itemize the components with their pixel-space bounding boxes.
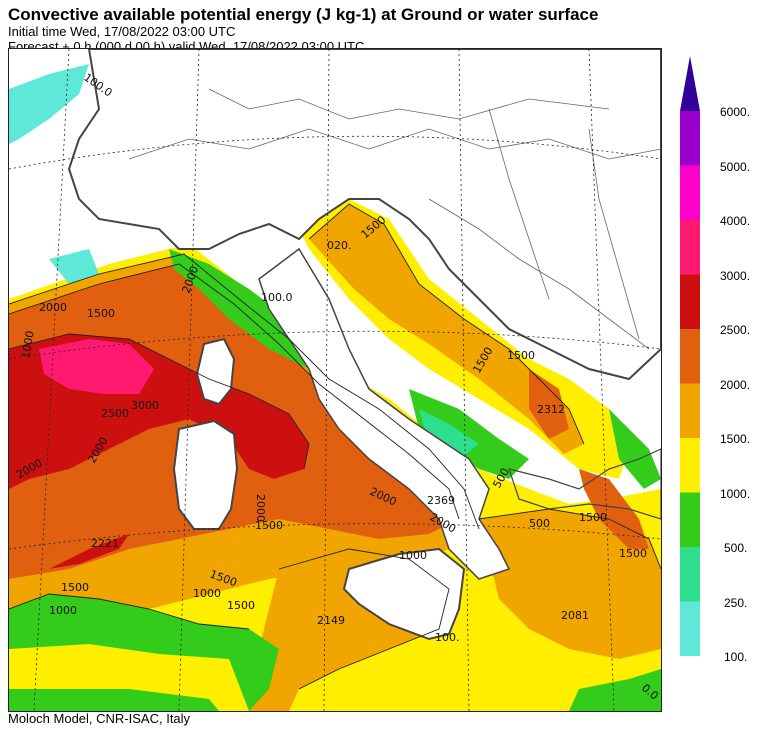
colorbar-label: 500. (724, 541, 748, 555)
contour-label: 2312 (537, 403, 565, 416)
colorbar-label: 250. (724, 595, 748, 610)
contour-label: 500 (529, 517, 550, 530)
contour-label: 100. (435, 631, 460, 644)
map-canvas: 100.0 100.0 1000 1500 2000 2000 2500 300… (9, 49, 661, 711)
map-title: Convective available potential energy (J… (8, 5, 599, 24)
contour-label: 1500 (619, 547, 647, 560)
header: Convective available potential energy (J… (8, 6, 598, 53)
contour-label: 2500 (101, 407, 129, 420)
colorbar-swatch (680, 547, 700, 602)
colorbar-swatch (680, 111, 700, 166)
colorbar-swatch (680, 220, 700, 275)
colorbar-swatches (680, 56, 700, 656)
colorbar-label: 2500. (720, 323, 751, 337)
colorbar-swatch (680, 56, 700, 111)
colorbar (680, 50, 700, 656)
contour-label: 2221 (91, 537, 119, 550)
contour-label: 1000 (193, 587, 221, 600)
contour-label: 1500 (255, 519, 283, 532)
colorbar-swatch (680, 165, 700, 220)
contour-label: 1500 (579, 511, 607, 524)
colorbar-swatch (680, 329, 700, 384)
contour-label: 2081 (561, 609, 589, 622)
contour-label: 1000 (49, 604, 77, 617)
colorbar-swatch (680, 383, 700, 438)
colorbar-label: 3000. (720, 268, 751, 283)
country-borders (128, 88, 661, 350)
colorbar-label: 1000. (720, 486, 751, 501)
colorbar-swatch (680, 274, 700, 329)
colorbar-swatch (680, 492, 700, 547)
lat-lon-grid (9, 49, 661, 711)
model-credit: Moloch Model, CNR-ISAC, Italy (8, 711, 191, 726)
colorbar-label: 6000. (720, 105, 751, 119)
colorbar-label: 100. (724, 650, 748, 664)
cape-map: 100.0 100.0 1000 1500 2000 2000 2500 300… (8, 48, 662, 712)
colorbar-label: 2000. (720, 377, 751, 392)
contour-label: 1500 (227, 599, 255, 612)
contour-label: 1500 (87, 307, 115, 320)
contour-label: 2369 (427, 494, 455, 507)
contour-label: 1500 (507, 349, 535, 362)
colorbar-swatch (680, 438, 700, 493)
colorbar-label: 1500. (720, 432, 751, 446)
contour-label: 100.0 (261, 291, 293, 304)
contour-label: 1000 (399, 549, 427, 562)
contour-label: 2149 (317, 614, 345, 627)
cape-contours (9, 203, 661, 690)
contour-label: 1500 (61, 581, 89, 594)
colorbar-swatch (680, 601, 700, 656)
initial-time: Initial time Wed, 17/08/2022 03:00 UTC (8, 24, 236, 39)
contour-label: 3000 (131, 399, 159, 412)
contour-label: 2000 (39, 301, 67, 314)
contour-label: 2000 (254, 494, 267, 522)
colorbar-label: 4000. (720, 214, 751, 228)
land-masses (67, 49, 661, 641)
colorbar-label: 5000. (720, 159, 751, 174)
contour-label: 020. (327, 239, 352, 252)
contour-label: 1000 (19, 330, 37, 360)
